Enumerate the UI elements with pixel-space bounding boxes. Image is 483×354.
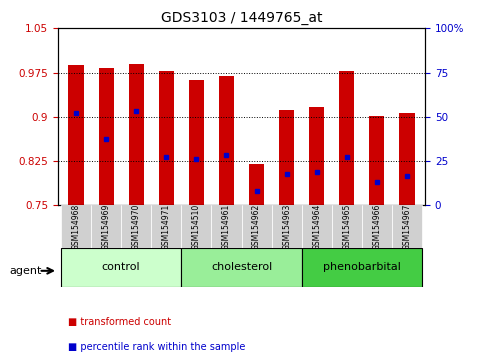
Bar xyxy=(399,113,414,205)
FancyBboxPatch shape xyxy=(151,205,181,248)
FancyBboxPatch shape xyxy=(212,205,242,248)
Bar xyxy=(309,107,324,205)
Text: GSM154510: GSM154510 xyxy=(192,204,201,250)
Bar xyxy=(339,72,355,205)
Text: cholesterol: cholesterol xyxy=(211,262,272,272)
Bar xyxy=(69,65,84,205)
Bar xyxy=(249,164,264,205)
FancyBboxPatch shape xyxy=(91,205,121,248)
Text: GSM154965: GSM154965 xyxy=(342,203,351,250)
Text: GSM154970: GSM154970 xyxy=(132,203,141,250)
FancyBboxPatch shape xyxy=(271,205,302,248)
Text: phenobarbital: phenobarbital xyxy=(323,262,401,272)
Text: agent: agent xyxy=(10,266,42,276)
FancyBboxPatch shape xyxy=(242,205,271,248)
Text: GSM154961: GSM154961 xyxy=(222,204,231,250)
FancyBboxPatch shape xyxy=(392,205,422,248)
Bar xyxy=(279,110,294,205)
FancyBboxPatch shape xyxy=(181,205,212,248)
FancyBboxPatch shape xyxy=(121,205,151,248)
Text: GSM154968: GSM154968 xyxy=(71,204,81,250)
Text: GSM154964: GSM154964 xyxy=(312,203,321,250)
Text: GSM154962: GSM154962 xyxy=(252,204,261,250)
Text: ■ percentile rank within the sample: ■ percentile rank within the sample xyxy=(68,342,245,352)
Bar xyxy=(369,116,384,205)
Bar xyxy=(159,72,174,205)
FancyBboxPatch shape xyxy=(181,248,302,287)
Text: control: control xyxy=(102,262,141,272)
FancyBboxPatch shape xyxy=(61,205,91,248)
FancyBboxPatch shape xyxy=(302,248,422,287)
Text: GSM154969: GSM154969 xyxy=(101,203,111,250)
FancyBboxPatch shape xyxy=(61,248,181,287)
Text: ■ transformed count: ■ transformed count xyxy=(68,317,171,327)
FancyBboxPatch shape xyxy=(302,205,332,248)
Text: GSM154966: GSM154966 xyxy=(372,203,382,250)
Text: GSM154967: GSM154967 xyxy=(402,203,412,250)
FancyBboxPatch shape xyxy=(332,205,362,248)
FancyBboxPatch shape xyxy=(362,205,392,248)
Text: GDS3103 / 1449765_at: GDS3103 / 1449765_at xyxy=(161,11,322,25)
Text: GSM154971: GSM154971 xyxy=(162,204,171,250)
Bar xyxy=(189,80,204,205)
Bar xyxy=(219,76,234,205)
Bar xyxy=(128,64,144,205)
Bar xyxy=(99,68,114,205)
Text: GSM154963: GSM154963 xyxy=(282,203,291,250)
